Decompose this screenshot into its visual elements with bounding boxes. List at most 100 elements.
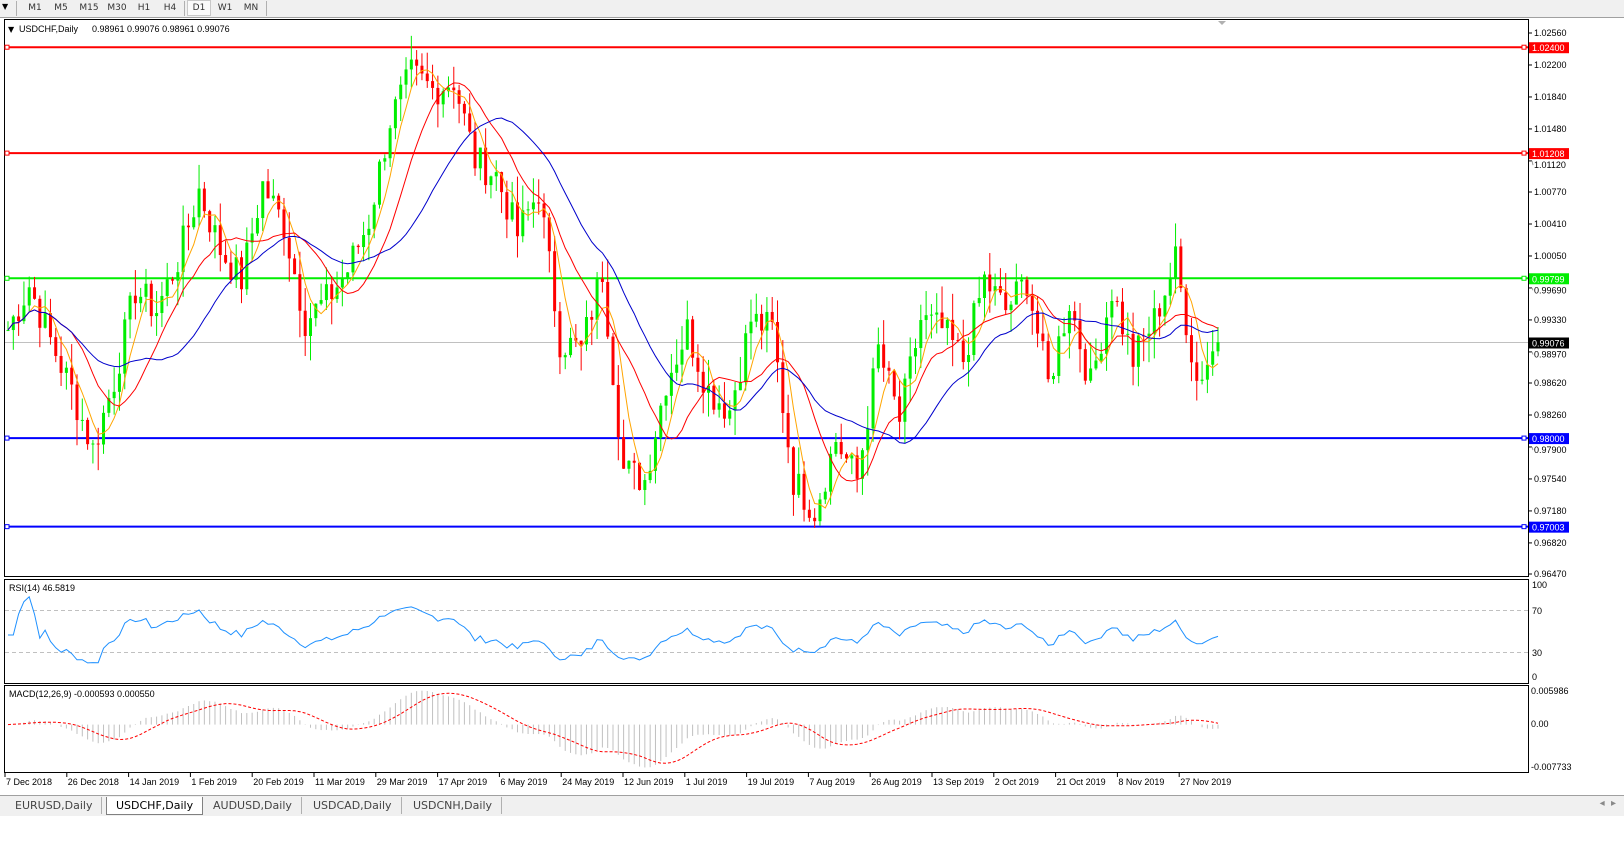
candle-body: [1136, 335, 1140, 367]
timeframe-h4[interactable]: H4: [163, 3, 177, 13]
macd-signal-line: [7, 692, 1219, 764]
macd-histogram: [12, 690, 1219, 768]
candle: [1105, 302, 1109, 371]
candle: [171, 276, 175, 285]
candle-body: [112, 391, 116, 399]
timeframe-d1[interactable]: D1: [187, 0, 211, 16]
candle-body: [431, 81, 435, 88]
chart-shift-marker[interactable]: [1218, 21, 1226, 25]
tab-usdchf[interactable]: USDCHF,Daily: [106, 797, 204, 815]
timeframe-mn[interactable]: MN: [243, 3, 259, 13]
candle: [786, 394, 790, 464]
candle-body: [1083, 349, 1087, 381]
candle: [48, 298, 52, 345]
candle-body: [457, 90, 461, 104]
candle: [441, 88, 445, 118]
candle-body: [75, 384, 79, 421]
price-tick-label: 1.01840: [1534, 92, 1567, 102]
candle-body: [914, 348, 917, 357]
macd-panel-frame: [4, 685, 1529, 773]
candle-body: [993, 286, 997, 292]
price-chart[interactable]: 1.02560 1.02200 1.01840 1.01480 1.01120 1.007…: [0, 0, 1624, 795]
candle: [967, 337, 971, 387]
candle-body: [266, 181, 270, 199]
candle-body: [547, 217, 551, 252]
candle-body: [929, 314, 933, 316]
candle-body: [181, 225, 185, 273]
candle-body: [314, 303, 318, 319]
candle-body: [1158, 308, 1162, 317]
candle: [648, 454, 652, 484]
timeframe-m15[interactable]: M15: [79, 3, 99, 13]
candle-body: [982, 274, 986, 298]
candle-body: [1009, 304, 1013, 311]
candle-body: [860, 450, 864, 479]
date-tick-label: 26 Dec 2018: [68, 777, 119, 787]
candle-body: [330, 284, 334, 300]
timeframe-m30[interactable]: M30: [107, 3, 127, 13]
candle-body: [107, 398, 111, 413]
timeframe-h1[interactable]: H1: [137, 3, 151, 13]
date-tick-label: 6 May 2019: [500, 777, 547, 787]
tab-audusd[interactable]: AUDUSD,Daily: [204, 797, 302, 814]
collapse-icon[interactable]: ▼: [8, 25, 15, 34]
candle: [712, 379, 716, 415]
candle-body: [261, 181, 265, 219]
timeframe-m1[interactable]: M1: [28, 3, 42, 13]
candle-body: [1105, 317, 1109, 354]
candle: [224, 240, 228, 265]
timeframe-w1[interactable]: W1: [217, 3, 233, 13]
candle: [728, 400, 732, 426]
current-price-label: 0.99076: [1532, 338, 1565, 348]
candle-body: [48, 313, 52, 338]
candle: [611, 333, 615, 386]
candle: [510, 181, 514, 222]
tab-usdcnh[interactable]: USDCNH,Daily: [404, 797, 503, 814]
tab-scroll-arrows[interactable]: ◂ ▸: [1599, 798, 1616, 809]
candle-body: [229, 262, 233, 280]
status-area: [0, 816, 1624, 843]
candle: [738, 356, 742, 391]
timeframe-m5[interactable]: M5: [54, 3, 68, 13]
candle-body: [160, 295, 164, 314]
candle: [871, 357, 875, 442]
candle: [404, 57, 408, 99]
candle-body: [293, 258, 297, 275]
candle: [91, 439, 95, 464]
candle: [1062, 317, 1066, 337]
tab-eurusd[interactable]: EURUSD,Daily: [6, 797, 103, 814]
candle: [1168, 262, 1172, 305]
candle-body: [277, 195, 281, 210]
candle: [43, 290, 47, 329]
tab-usdcad[interactable]: USDCAD,Daily: [304, 797, 402, 814]
candle-body: [1089, 368, 1093, 381]
candle-body: [887, 367, 891, 371]
toolbar-dropdown-icon[interactable]: ▼: [2, 2, 9, 11]
candle: [653, 431, 657, 484]
candle-body: [64, 367, 68, 373]
candle-body: [54, 337, 58, 356]
candle: [669, 353, 673, 415]
candle-body: [781, 362, 785, 414]
candle: [781, 340, 785, 433]
candle-body: [866, 428, 870, 451]
candle: [431, 64, 435, 100]
candle-body: [669, 372, 673, 396]
price-tick-label: 0.97540: [1534, 474, 1567, 484]
level-price-badge: [1529, 521, 1569, 533]
candle-body: [176, 272, 180, 281]
candle-body: [685, 319, 689, 350]
candle-body: [388, 128, 392, 159]
level-price-label: 0.99799: [1532, 274, 1565, 284]
macd-axis-label: -0.007733: [1531, 762, 1572, 772]
candle: [309, 302, 312, 361]
candle: [303, 288, 307, 357]
candle-body: [33, 287, 37, 299]
candle: [919, 304, 923, 369]
candle-body: [643, 480, 647, 490]
candle-body: [1099, 353, 1103, 361]
rsi-line: [8, 595, 1219, 664]
candle-body: [139, 296, 143, 304]
price-tick-label: 0.99330: [1534, 315, 1567, 325]
candle-body: [845, 454, 849, 459]
